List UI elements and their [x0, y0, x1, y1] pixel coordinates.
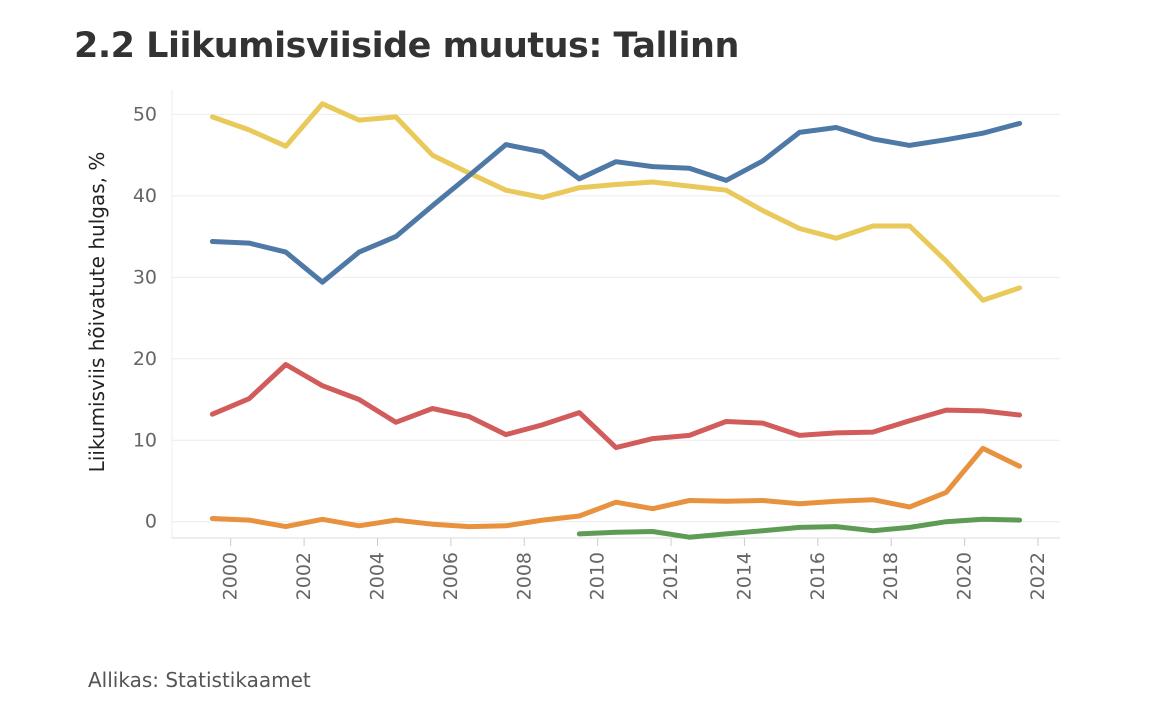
y-tick-label: 0: [145, 511, 157, 533]
x-tick-label: 2008: [513, 552, 535, 600]
series-line-2: [209, 120, 1023, 285]
y-axis-ticks: 0 10 20 30 40 50: [133, 103, 157, 532]
x-tick-label: 2022: [1027, 552, 1049, 600]
x-tick-label: 2020: [954, 552, 976, 600]
chart-title: 2.2 Liikumisviiside muutus: Tallinn: [74, 26, 739, 66]
x-tick-label: 2004: [366, 552, 388, 600]
y-tick-label: 10: [133, 429, 157, 451]
x-tick-label: 2018: [880, 552, 902, 600]
x-tick-label: 2014: [733, 552, 755, 600]
y-axis-title: Liikumisviis hõivatute hulgas, %: [85, 152, 109, 473]
x-tick-label: 2016: [807, 552, 829, 600]
series-lines: [209, 101, 1023, 540]
series-line-1: [209, 101, 1023, 303]
x-tick-label: 2006: [440, 552, 462, 600]
x-tick-label: 2012: [660, 552, 682, 600]
gridlines: [172, 113, 1060, 523]
y-tick-label: 20: [133, 348, 157, 370]
series-line-3: [209, 362, 1023, 451]
source-note: Allikas: Statistikaamet: [88, 668, 311, 692]
series-line-4: [209, 445, 1023, 530]
y-tick-label: 30: [133, 266, 157, 288]
x-axis-ticks: 2000 2002 2004 2006 2008 2010 2012 2014 2016 2018…: [220, 538, 1049, 600]
y-tick-label: 50: [133, 103, 157, 125]
series-line-5: [576, 516, 1023, 540]
y-tick-label: 40: [133, 185, 157, 207]
x-tick-label: 2000: [220, 552, 242, 600]
x-tick-label: 2010: [587, 552, 609, 600]
x-tick-label: 2002: [293, 552, 315, 600]
